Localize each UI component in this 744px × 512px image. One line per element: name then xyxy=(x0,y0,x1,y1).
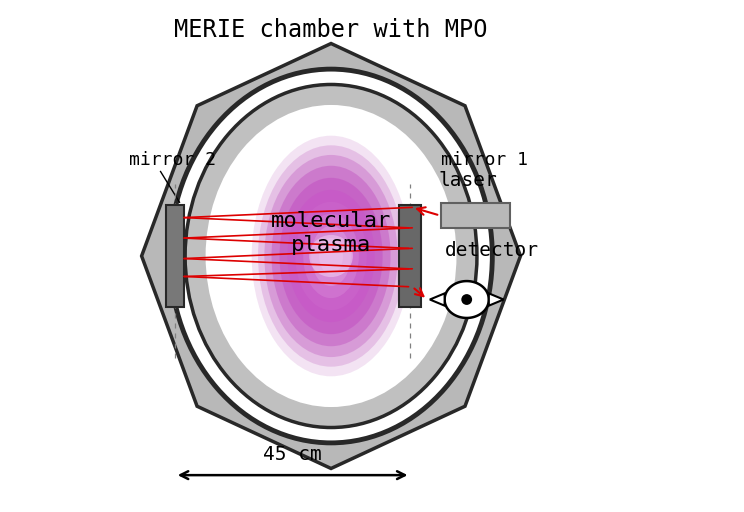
Text: molecular
plasma: molecular plasma xyxy=(271,210,391,255)
Ellipse shape xyxy=(310,235,353,277)
Text: 45 cm: 45 cm xyxy=(263,445,322,464)
Polygon shape xyxy=(141,44,521,468)
Text: laser: laser xyxy=(438,172,497,190)
Ellipse shape xyxy=(251,136,411,376)
Ellipse shape xyxy=(205,105,457,407)
Ellipse shape xyxy=(319,238,343,274)
Polygon shape xyxy=(489,293,504,306)
Ellipse shape xyxy=(311,226,351,286)
Bar xyxy=(166,205,184,307)
Ellipse shape xyxy=(304,214,359,298)
Polygon shape xyxy=(445,281,489,318)
Text: mirror 2: mirror 2 xyxy=(129,151,216,169)
Text: mirror 1: mirror 1 xyxy=(441,151,528,169)
Ellipse shape xyxy=(185,84,477,428)
Text: MERIE chamber with MPO: MERIE chamber with MPO xyxy=(174,18,488,42)
Polygon shape xyxy=(430,293,445,306)
Ellipse shape xyxy=(280,178,382,334)
Text: detector: detector xyxy=(445,241,539,260)
Bar xyxy=(400,205,421,307)
Bar xyxy=(441,203,510,228)
Ellipse shape xyxy=(258,145,404,367)
Ellipse shape xyxy=(170,69,493,443)
Ellipse shape xyxy=(287,190,375,322)
Ellipse shape xyxy=(295,202,367,310)
Circle shape xyxy=(461,294,472,305)
Ellipse shape xyxy=(264,155,398,357)
Ellipse shape xyxy=(272,166,391,346)
